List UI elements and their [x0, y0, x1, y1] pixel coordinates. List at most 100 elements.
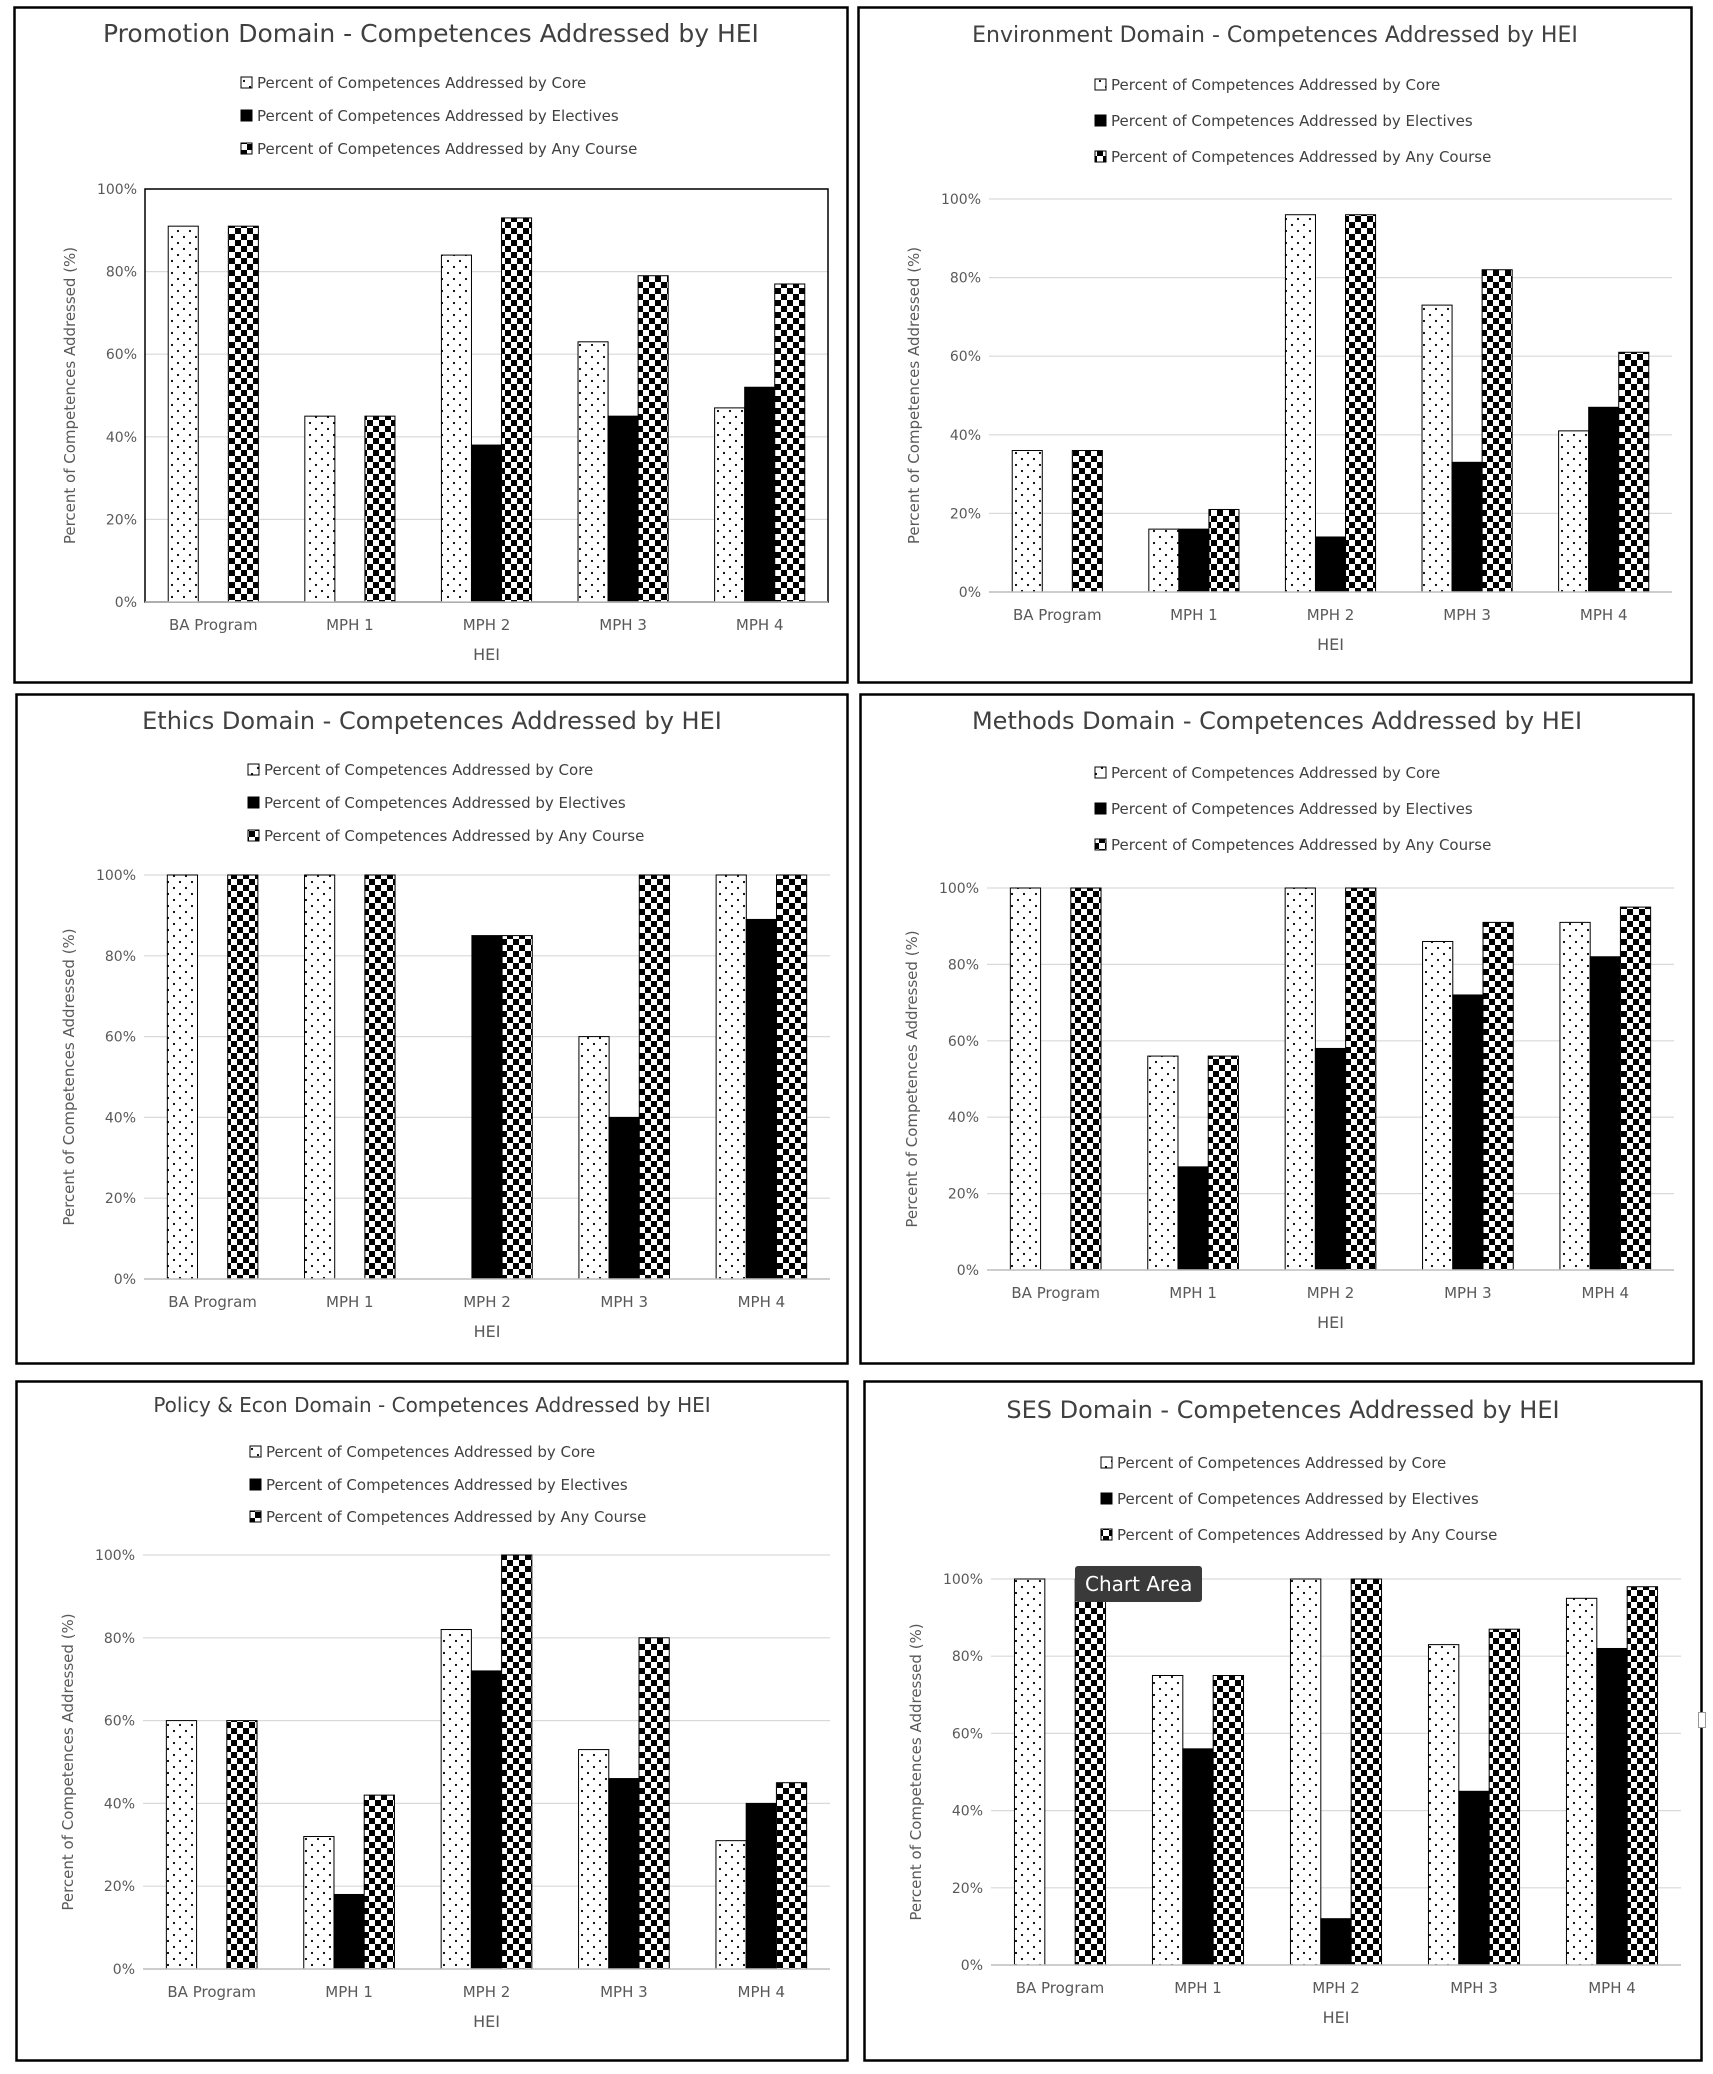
bar-dots[interactable] [1289, 1578, 1322, 1966]
bar-checker[interactable] [1482, 921, 1514, 1271]
bar-dots[interactable] [1151, 1675, 1184, 1966]
bar-dots[interactable] [1009, 887, 1042, 1271]
bar-solid[interactable] [1589, 956, 1621, 1271]
bar-dots[interactable] [578, 1749, 610, 1970]
bar-dots[interactable] [714, 407, 746, 603]
bar-checker[interactable] [501, 1554, 533, 1970]
bar-solid[interactable] [1177, 1166, 1209, 1271]
chart-panel-5[interactable]: Policy & Econ Domain - Competences Addre… [15, 1380, 849, 2062]
legend-swatch [1100, 1492, 1113, 1505]
y-axis-label: Percent of Competences Addressed (%) [903, 930, 921, 1227]
bar-solid[interactable] [608, 1778, 640, 1970]
bar-checker[interactable] [774, 283, 806, 603]
bar-solid[interactable] [1314, 1047, 1347, 1271]
bar-checker[interactable] [1619, 906, 1652, 1271]
bar-dots[interactable] [1284, 887, 1316, 1271]
bar-dots[interactable] [1011, 450, 1043, 593]
bar-checker[interactable] [1345, 214, 1377, 593]
bar-checker[interactable] [1070, 887, 1102, 1271]
chart-title: Environment Domain - Competences Address… [972, 23, 1578, 48]
bar-checker[interactable] [1345, 887, 1377, 1271]
bar-checker[interactable] [227, 874, 259, 1280]
x-tick-label: BA Program [1013, 606, 1102, 624]
bar-solid[interactable] [1314, 536, 1347, 593]
bar-dots[interactable] [1559, 921, 1591, 1271]
bar-checker[interactable] [1350, 1578, 1383, 1966]
bar-checker[interactable] [363, 1794, 395, 1970]
chart-frame [857, 6, 1693, 684]
bar-solid[interactable] [745, 1802, 777, 1970]
bar-dots[interactable] [166, 874, 199, 1280]
chart-panel-1[interactable]: Promotion Domain - Competences Addressed… [13, 6, 849, 684]
bar-solid[interactable] [333, 1893, 365, 1970]
bar-solid[interactable] [608, 1116, 640, 1280]
bar-checker[interactable] [501, 935, 533, 1280]
bar-checker[interactable] [227, 225, 259, 603]
legend-swatch [240, 109, 253, 122]
bar-checker[interactable] [226, 1720, 258, 1970]
bar-dots[interactable] [1284, 214, 1316, 593]
bar-dots[interactable] [165, 1720, 198, 1970]
bar-dots[interactable] [440, 254, 472, 603]
bar-checker[interactable] [1626, 1586, 1659, 1966]
bar-checker[interactable] [775, 1782, 808, 1970]
chart-panel-2[interactable]: Environment Domain - Competences Address… [857, 6, 1693, 684]
bar-checker[interactable] [1071, 450, 1103, 593]
bar-dots[interactable] [304, 415, 336, 603]
bar-dots[interactable] [1558, 430, 1590, 593]
bar-checker[interactable] [1618, 351, 1650, 593]
bar-dots[interactable] [440, 1629, 472, 1970]
bar-checker[interactable] [638, 1637, 670, 1970]
bar-dots[interactable] [303, 1836, 335, 1970]
bar-dots[interactable] [1427, 1644, 1460, 1966]
bar-dots[interactable] [715, 1840, 747, 1970]
resize-handle[interactable] [1698, 1712, 1706, 1728]
bar-solid[interactable] [1596, 1647, 1628, 1966]
bar-solid[interactable] [745, 918, 777, 1280]
bar-dots[interactable] [1565, 1597, 1598, 1966]
chart-panel-4[interactable]: Methods Domain - Competences Addressed b… [859, 693, 1695, 1365]
bar-checker[interactable] [1488, 1628, 1521, 1966]
bar-dots[interactable] [167, 225, 199, 603]
bar-dots[interactable] [577, 341, 609, 603]
bar-solid[interactable] [1178, 528, 1210, 593]
bar-checker[interactable] [1212, 1675, 1245, 1966]
bar-checker[interactable] [1207, 1055, 1239, 1271]
legend-swatch [249, 1445, 262, 1458]
bar-checker[interactable] [775, 874, 808, 1280]
bar-checker[interactable] [637, 275, 669, 603]
y-tick-label: 80% [948, 957, 979, 973]
bar-solid[interactable] [471, 935, 503, 1280]
bar-dots[interactable] [1147, 1055, 1179, 1271]
bar-checker[interactable] [364, 874, 396, 1280]
bar-solid[interactable] [1182, 1748, 1214, 1966]
bar-checker[interactable] [1481, 269, 1513, 593]
bar-dots[interactable] [1148, 528, 1180, 593]
bar-solid[interactable] [470, 1670, 503, 1970]
bar-dots[interactable] [1422, 940, 1454, 1271]
bar-checker[interactable] [638, 874, 670, 1280]
bar-dots[interactable] [715, 874, 747, 1280]
y-tick-label: 0% [114, 1272, 136, 1288]
bar-checker[interactable] [501, 217, 533, 603]
bar-checker[interactable] [1074, 1578, 1107, 1966]
bar-solid[interactable] [470, 444, 503, 603]
bar-solid[interactable] [744, 386, 776, 603]
chart-panel-6[interactable]: SES Domain - Competences Addressed by HE… [863, 1380, 1703, 2062]
bar-solid[interactable] [1588, 406, 1620, 593]
bar-checker[interactable] [364, 415, 396, 603]
bar-solid[interactable] [1320, 1918, 1352, 1966]
y-tick-label: 0% [959, 585, 981, 601]
bar-solid[interactable] [1451, 461, 1483, 593]
bar-dots[interactable] [1421, 304, 1453, 593]
y-tick-label: 100% [941, 192, 981, 208]
bar-solid[interactable] [1452, 994, 1484, 1271]
bar-solid[interactable] [1458, 1790, 1490, 1966]
bar-checker[interactable] [1208, 508, 1240, 593]
bar-dots[interactable] [578, 1036, 610, 1280]
legend-swatch [247, 763, 260, 776]
bar-solid[interactable] [607, 415, 639, 603]
chart-panel-3[interactable]: Ethics Domain - Competences Addressed by… [15, 693, 849, 1365]
bar-dots[interactable] [1013, 1578, 1046, 1966]
bar-dots[interactable] [304, 874, 336, 1280]
